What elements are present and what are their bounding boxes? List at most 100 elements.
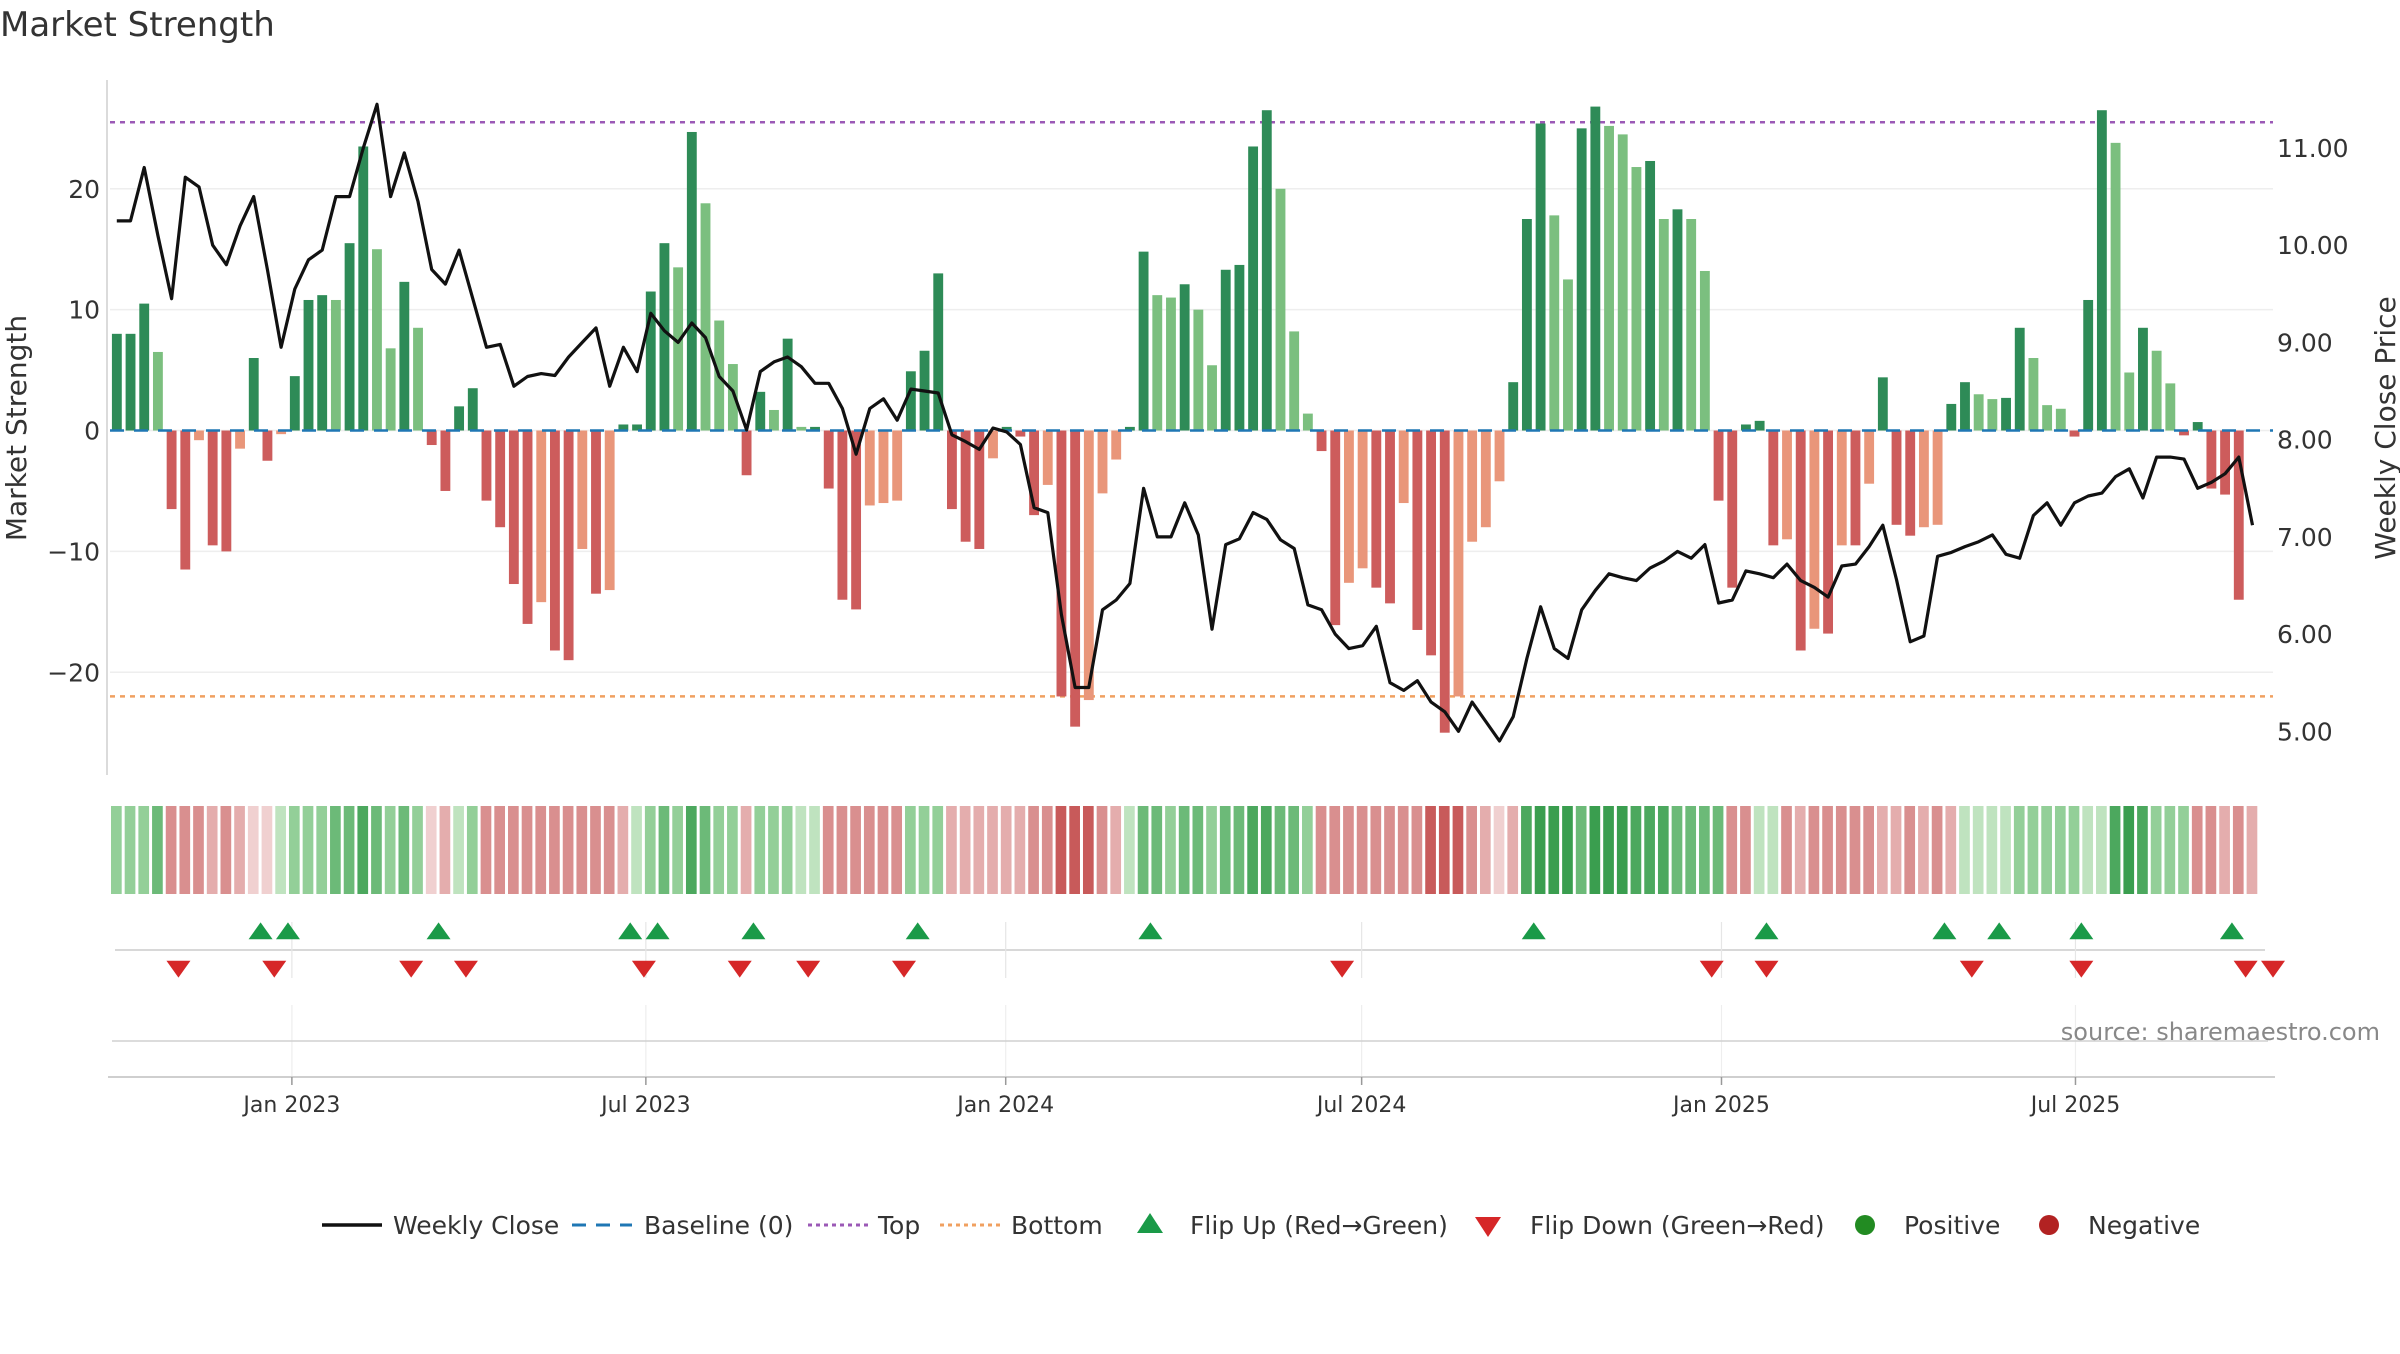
mood-cell [1657, 806, 1669, 894]
mood-cell [672, 806, 683, 894]
mood-cell [1562, 806, 1573, 894]
strength-bar [194, 430, 204, 441]
strength-bar [1973, 394, 1984, 431]
mood-cell [111, 806, 122, 894]
mood-cell [1247, 806, 1258, 894]
legend-item: Negative [2039, 1211, 2200, 1240]
left-tick-label: −20 [47, 658, 100, 687]
strength-bar [1111, 430, 1122, 460]
mood-cell [316, 806, 328, 894]
strength-bar [837, 430, 848, 600]
mood-cell [644, 806, 656, 894]
strength-bar [1015, 430, 1026, 437]
mood-cell [1041, 806, 1053, 894]
mood-cell [302, 806, 314, 894]
mood-cell [891, 806, 903, 894]
legend-label: Negative [2088, 1211, 2200, 1240]
strength-bar [755, 391, 766, 431]
strength-bar [372, 249, 382, 431]
strength-bar [1891, 430, 1902, 525]
strength-bar [125, 333, 136, 431]
strength-bar [2028, 358, 2039, 431]
mood-cell [562, 806, 574, 894]
mood-cell [2068, 806, 2080, 894]
x-tick-label: Jul 2023 [599, 1093, 691, 1118]
strength-bar [1905, 430, 1916, 536]
mood-cell [480, 806, 492, 894]
strength-bar [2220, 430, 2231, 495]
strength-bar [946, 430, 957, 510]
mood-cell [905, 806, 916, 894]
strength-bar [1508, 382, 1519, 431]
legend-swatch-flip-down [1475, 1217, 1501, 1237]
mood-cell [685, 806, 697, 894]
weekly-close-line [116, 102, 2255, 743]
flip-down-marker [399, 960, 424, 978]
mood-cell [2041, 806, 2052, 894]
strength-bar [1398, 430, 1409, 504]
strength-bar [1918, 430, 1929, 528]
mood-cell [973, 806, 985, 894]
left-tick-label: 10 [68, 296, 100, 325]
strength-bar [152, 351, 163, 431]
legend-label: Top [877, 1211, 920, 1240]
mood-cell [809, 806, 820, 894]
strength-bar [1083, 430, 1094, 701]
strength-bar [317, 295, 328, 431]
strength-bar [166, 430, 177, 510]
mood-cell [603, 806, 615, 894]
mood-cell [918, 806, 930, 894]
legend-label: Flip Up (Red→Green) [1190, 1211, 1448, 1240]
strength-bar [1864, 430, 1875, 484]
strength-bar [399, 281, 410, 431]
strength-bar [810, 426, 820, 431]
mood-cell [1931, 806, 1943, 894]
strength-bar [180, 430, 191, 570]
mood-cell [138, 806, 150, 894]
mood-cell [617, 806, 629, 894]
mood-cell [1890, 806, 1902, 894]
mood-cell [1726, 806, 1738, 894]
mood-cell [1219, 806, 1231, 894]
flip-up-marker [1521, 922, 1546, 940]
strength-bar [632, 424, 642, 431]
right-axis: 11.00 10.00 9.00 8.00 7.00 6.00 5.00 [2277, 134, 2349, 746]
legend-label: Weekly Close [393, 1211, 559, 1240]
flip-down-marker [2233, 960, 2258, 978]
strength-bar [1617, 134, 1628, 431]
right-tick-label: 7.00 [2277, 523, 2333, 552]
strength-bar [2055, 408, 2066, 431]
mood-cell [1548, 806, 1560, 894]
flip-markers [115, 922, 2285, 978]
mood-cell [822, 806, 834, 894]
legend-item: Positive [1855, 1211, 2000, 1240]
mood-cell [1343, 806, 1354, 894]
flip-down-marker [892, 960, 917, 978]
mood-cell [247, 806, 259, 894]
flip-down-marker [2261, 960, 2285, 978]
reference-lines [110, 121, 2273, 698]
strength-bar [1563, 279, 1573, 431]
mood-cell [193, 806, 204, 894]
strength-bar [2110, 142, 2121, 431]
strength-bar [1850, 430, 1861, 546]
flip-down-marker [631, 960, 656, 978]
mood-cell [1384, 806, 1395, 894]
mood-cell [179, 806, 191, 894]
strength-bar [1275, 188, 1286, 431]
mood-cell [1479, 806, 1491, 894]
mood-cell [398, 806, 410, 894]
mood-cell [1069, 806, 1080, 894]
flip-up-marker [248, 922, 273, 940]
strength-bar [2069, 430, 2080, 437]
mood-cell [1110, 806, 1122, 894]
mood-cell [234, 806, 245, 894]
legend-label: Positive [1904, 1211, 2000, 1240]
mood-cell [727, 806, 738, 894]
mood-cell [1493, 806, 1505, 894]
mood-cell [1904, 806, 1916, 894]
mood-cell [453, 806, 464, 894]
mood-cell [1685, 806, 1697, 894]
strength-bar [522, 430, 533, 624]
strength-bar [1686, 219, 1697, 431]
